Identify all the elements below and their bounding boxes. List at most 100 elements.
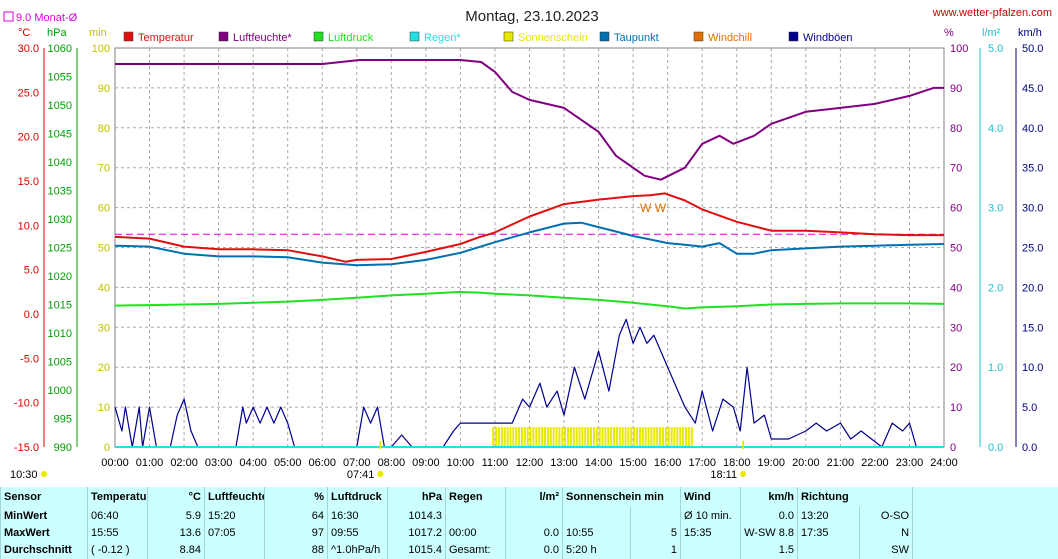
series-sonnenschein-bar bbox=[687, 427, 690, 447]
series-sonnenschein-bar bbox=[659, 427, 662, 447]
pressure-tick-label: 1040 bbox=[48, 157, 72, 169]
legend-label: Temperatur bbox=[138, 32, 194, 44]
minutes-tick-label: 80 bbox=[98, 123, 110, 135]
rain-tick-label: 2.0 bbox=[988, 282, 1003, 294]
series-sonnenschein-bar bbox=[679, 427, 682, 447]
series-sonnenschein-bar bbox=[615, 427, 618, 447]
time-tick-label: 05:00 bbox=[274, 457, 302, 469]
hdr-sun: Sonnenschein min bbox=[561, 487, 681, 508]
temp-tick-label: 30.0 bbox=[18, 43, 39, 55]
unit-rain: l/m² bbox=[982, 27, 1001, 39]
minutes-tick-label: 30 bbox=[98, 322, 110, 334]
minutes-tick-label: 60 bbox=[98, 203, 110, 215]
series-sonnenschein-bar bbox=[610, 427, 613, 447]
time-tick-label: 16:00 bbox=[654, 457, 682, 469]
hdr-press: Luftdruck bbox=[327, 487, 388, 508]
sun-icon bbox=[41, 471, 47, 477]
stats-cell-temp-val: 8.84 bbox=[147, 541, 205, 559]
wind-tick-label: 40.0 bbox=[1022, 123, 1043, 135]
minutes-tick-label: 50 bbox=[98, 243, 110, 255]
time-tick-label: 15:00 bbox=[619, 457, 647, 469]
series-sonnenschein-bar bbox=[546, 427, 549, 447]
legend-label: Luftdruck bbox=[328, 32, 374, 44]
sunset-icon bbox=[740, 471, 747, 477]
series-sonnenschein-bar bbox=[572, 427, 575, 447]
temp-tick-label: -10.0 bbox=[14, 398, 39, 410]
stats-cell-rain-val: 0.0 bbox=[505, 524, 563, 542]
stats-cell-wind-time: 15:35 bbox=[680, 524, 741, 542]
series-sonnenschein-bar bbox=[515, 427, 518, 447]
wind-tick-label: 30.0 bbox=[1022, 203, 1043, 215]
time-tick-label: 17:00 bbox=[688, 457, 716, 469]
pressure-tick-label: 1005 bbox=[48, 357, 72, 369]
minutes-tick-label: 70 bbox=[98, 163, 110, 175]
series-luftfeuchte bbox=[115, 59, 944, 181]
rain-tick-label: 1.0 bbox=[988, 362, 1003, 374]
sun-duration: 10:30 bbox=[10, 469, 38, 481]
legend-label: Taupunkt bbox=[614, 32, 659, 44]
unit-temp: °C bbox=[18, 27, 30, 39]
hdr-sensor: Sensor bbox=[0, 487, 88, 508]
series-sonnenschein-bar bbox=[592, 427, 595, 447]
percent-tick-label: 40 bbox=[950, 282, 962, 294]
legend-swatch bbox=[788, 31, 799, 42]
hdr-temp: Temperatur bbox=[87, 487, 148, 508]
rain-tick-label: 3.0 bbox=[988, 203, 1003, 215]
series-sonnenschein-bar bbox=[627, 427, 630, 447]
series-sonnenschein-bar bbox=[578, 427, 581, 447]
stats-cell-hum-time: 07:05 bbox=[204, 524, 265, 542]
percent-tick-label: 20 bbox=[950, 362, 962, 374]
wind-tick-label: 20.0 bbox=[1022, 282, 1043, 294]
stats-cell-dir-time: 17:35 bbox=[797, 524, 860, 542]
markers: 07:41 18:11 W W bbox=[347, 201, 747, 481]
site-link[interactable]: www.wetter-pfalzen.com bbox=[932, 7, 1052, 19]
sunrise-label: 07:41 bbox=[347, 469, 375, 481]
stats-cell-rain-val: 0.0 bbox=[505, 541, 563, 559]
wind-tick-label: 45.0 bbox=[1022, 83, 1043, 95]
time-tick-label: 08:00 bbox=[378, 457, 406, 469]
stats-table: Sensor Temperatur °C Luftfeuchte % Luftd… bbox=[0, 487, 1058, 559]
hdr-hum: Luftfeuchte bbox=[204, 487, 265, 508]
series-sonnenschein-bar bbox=[503, 427, 506, 447]
series-sonnenschein-bar bbox=[624, 427, 627, 447]
time-tick-label: 19:00 bbox=[758, 457, 786, 469]
temp-tick-label: 20.0 bbox=[18, 132, 39, 144]
legend-swatch bbox=[693, 31, 704, 42]
series-sonnenschein-bar bbox=[523, 427, 526, 447]
rain-tick-label: 4.0 bbox=[988, 123, 1003, 135]
percent-tick-label: 10 bbox=[950, 402, 962, 414]
series-sonnenschein-bar bbox=[664, 427, 667, 447]
series-sonnenschein-bar bbox=[581, 427, 584, 447]
series-sonnenschein-bar bbox=[538, 427, 541, 447]
series-sonnenschein-bar bbox=[647, 427, 650, 447]
unit-percent: % bbox=[944, 27, 954, 39]
series-sonnenschein-bar bbox=[561, 427, 564, 447]
series-sonnenschein-bar bbox=[518, 427, 521, 447]
minutes-tick-label: 10 bbox=[98, 402, 110, 414]
time-tick-label: 10:00 bbox=[447, 457, 475, 469]
series-sonnenschein-bar bbox=[541, 427, 544, 447]
rain-tick-label: 5.0 bbox=[988, 43, 1003, 55]
series-sonnenschein-bar bbox=[676, 427, 679, 447]
series-sonnenschein-bar bbox=[604, 427, 607, 447]
pressure-tick-label: 1050 bbox=[48, 100, 72, 112]
legend-swatch bbox=[218, 31, 229, 42]
stats-cell-wind-val: 1.5 bbox=[740, 541, 798, 559]
hdr-wind: Wind bbox=[680, 487, 741, 508]
wind-tick-label: 0.0 bbox=[1022, 442, 1037, 454]
series-sonnenschein-bar bbox=[564, 427, 567, 447]
percent-tick-label: 50 bbox=[950, 243, 962, 255]
stats-cell-wind-val: W-SW 8.8 bbox=[740, 524, 798, 542]
stats-row: MaxWert 15:55 13.6 07:05 97 09:55 1017.2 00:00 0… bbox=[0, 524, 1058, 542]
stats-cell-temp-time: 06:40 bbox=[87, 507, 148, 525]
legend-label: Sonnenschein bbox=[518, 32, 588, 44]
time-tick-label: 03:00 bbox=[205, 457, 233, 469]
pressure-tick-label: 990 bbox=[54, 442, 72, 454]
percent-tick-label: 30 bbox=[950, 322, 962, 334]
legend-swatch bbox=[409, 31, 420, 42]
stats-row-label: MaxWert bbox=[0, 524, 88, 542]
temp-tick-label: 5.0 bbox=[24, 265, 39, 277]
percent-tick-label: 70 bbox=[950, 163, 962, 175]
wind-tick-label: 50.0 bbox=[1022, 43, 1043, 55]
wind-tick-label: 10.0 bbox=[1022, 362, 1043, 374]
